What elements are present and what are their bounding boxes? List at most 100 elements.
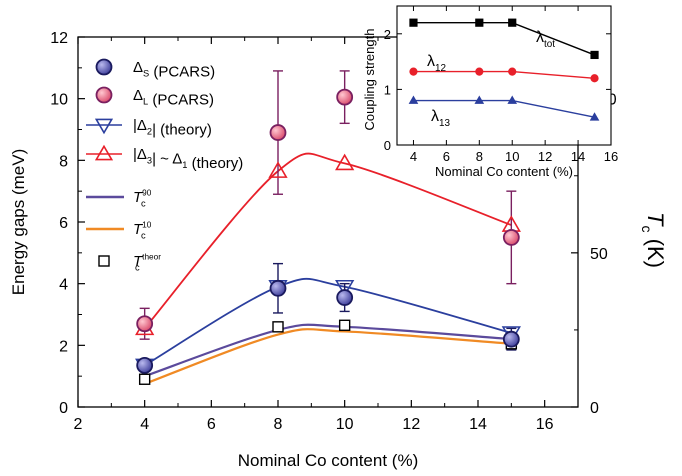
legend-label-part: |Δ xyxy=(133,146,147,163)
inset-data-point xyxy=(507,95,518,104)
inset-x-tick-label: 6 xyxy=(443,149,450,164)
legend-label: ΔL (PCARS) xyxy=(133,87,214,109)
y-axis-title: Energy gaps (meV) xyxy=(9,149,28,295)
inset-data-point xyxy=(590,74,599,83)
inset-data-point xyxy=(475,18,484,27)
inset-x-tick-label: 10 xyxy=(505,149,519,164)
x-tick-label: 2 xyxy=(74,416,83,433)
x-axis-title: Nominal Co content (%) xyxy=(238,451,418,470)
y-tick-label: 2 xyxy=(59,338,68,355)
y2-axis-title: Tc (K) xyxy=(639,212,668,268)
legend-marker xyxy=(94,118,114,135)
legend-label-part: T xyxy=(133,221,144,238)
legend-label-part: T xyxy=(133,253,144,270)
y2-title-unit: (K) xyxy=(643,233,668,268)
inset-series-label-part: λ xyxy=(536,29,544,46)
inset-series-line xyxy=(413,99,595,118)
inset-series-label-part: λ xyxy=(427,53,435,70)
inset-x-tick-label: 8 xyxy=(476,149,483,164)
data-point-delta3 xyxy=(335,153,355,171)
inset-data-point xyxy=(589,112,600,121)
data-point-delta-l xyxy=(136,315,154,333)
data-point-tc-theor xyxy=(338,319,351,331)
inset-x-tick-label: 14 xyxy=(571,149,585,164)
series-line-delta3 xyxy=(143,152,512,329)
data-point-tc-theor xyxy=(272,321,284,333)
x-tick-label: 10 xyxy=(336,416,354,433)
legend-marker xyxy=(94,144,114,161)
inset-series-label-part: 13 xyxy=(439,118,451,129)
inset-data-point xyxy=(408,95,419,104)
inset-series-line xyxy=(413,21,595,56)
legend-label-part: (theory) xyxy=(187,155,243,172)
legend-label-part: | (theory) xyxy=(152,122,212,139)
data-point-delta2 xyxy=(335,279,355,297)
legend-label-part: S xyxy=(143,69,149,79)
inset-data-point xyxy=(590,50,599,60)
legend-label-part: c xyxy=(141,231,146,241)
legend-label-part: |Δ xyxy=(133,117,147,134)
x-tick-label: 14 xyxy=(469,416,487,433)
inset-y-tick-label: 1 xyxy=(384,82,391,97)
inset-series-label: λ13 xyxy=(431,108,451,129)
y-tick-label: 0 xyxy=(59,400,68,417)
data-point-delta-s xyxy=(336,289,354,306)
inset-series-line xyxy=(413,70,595,79)
inset-y-axis-title: Coupling strength xyxy=(362,29,377,131)
legend-marker xyxy=(95,86,113,104)
data-point-delta-l xyxy=(336,88,354,106)
legend-label: T90 c xyxy=(133,188,152,208)
inset-series-label-part: λ xyxy=(431,108,439,125)
data-point-delta-s xyxy=(269,279,287,297)
legend-label-part: Δ xyxy=(133,59,143,76)
legend-label-part: 10 xyxy=(142,220,152,229)
series-line-tc10 xyxy=(144,328,512,385)
inset-x-axis-title: Nominal Co content (%) xyxy=(435,164,573,179)
legend-label-part: | ~ Δ xyxy=(152,151,182,168)
data-point-tc-theor xyxy=(138,373,151,385)
legend-label-part: c xyxy=(141,199,146,209)
data-point-delta-s xyxy=(502,330,520,348)
legend-label: |Δ3| ~ Δ1 (theory) xyxy=(133,146,243,172)
legend-label-part: theor xyxy=(142,252,161,261)
x-tick-label: 16 xyxy=(536,416,554,433)
inset-frame xyxy=(396,5,612,146)
y-tick-label: 4 xyxy=(59,277,68,294)
inset-series-label: λ12 xyxy=(427,53,447,74)
y-tick-label: 6 xyxy=(59,215,68,232)
legend-label-part: 2 xyxy=(147,127,152,137)
legend: ΔS (PCARS)ΔL (PCARS)|Δ2| (theory)|Δ3| ~ … xyxy=(86,58,243,273)
inset-data-point xyxy=(474,95,485,104)
legend-label-part: T xyxy=(133,189,144,206)
series-line-delta2 xyxy=(144,277,512,367)
main-plot: 246810121416024681012050100Nominal Co co… xyxy=(9,30,668,470)
x-tick-label: 6 xyxy=(207,416,216,433)
inset-data-point xyxy=(508,67,517,76)
y2-title-sub: c xyxy=(639,226,655,233)
inset-series-label-part: tot xyxy=(544,39,555,50)
legend-label-part: (PCARS) xyxy=(148,92,214,109)
x-tick-label: 12 xyxy=(402,416,420,433)
legend-label: Ttheor c xyxy=(133,252,161,272)
x-tick-label: 8 xyxy=(274,416,283,433)
legend-label-part: 90 xyxy=(142,188,152,197)
inset-x-tick-label: 4 xyxy=(410,149,417,164)
inset-y-tick-label: 0 xyxy=(384,138,391,153)
data-point-delta-l xyxy=(269,124,287,141)
legend-marker xyxy=(95,58,113,76)
legend-marker xyxy=(98,255,110,267)
inset-data-point xyxy=(508,18,517,27)
legend-label-part: L xyxy=(143,97,148,107)
legend-label: |Δ2| (theory) xyxy=(133,117,212,139)
y-tick-label: 12 xyxy=(50,30,68,47)
y-tick-label: 8 xyxy=(59,153,68,170)
legend-label-part: (PCARS) xyxy=(149,64,215,81)
inset-series-label-part: 12 xyxy=(435,63,447,74)
inset-y-tick-label: 2 xyxy=(384,27,391,42)
legend-label-part: 3 xyxy=(147,156,152,166)
inset-x-tick-label: 12 xyxy=(538,149,552,164)
y2-title-T: T xyxy=(643,212,668,227)
legend-label-part: Δ xyxy=(133,87,143,104)
series-line-tc90 xyxy=(144,323,512,378)
